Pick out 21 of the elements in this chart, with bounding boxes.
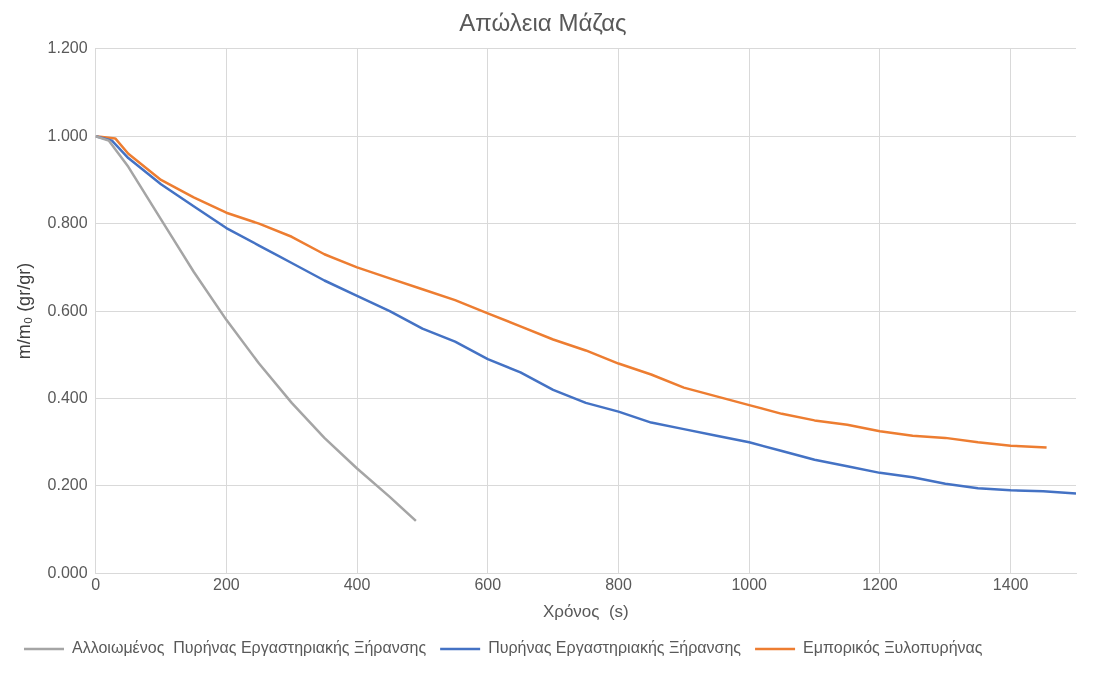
y-tick-label: 1.000: [47, 126, 88, 144]
x-tick-label: 0: [91, 576, 101, 594]
legend-label: Πυρήνας Εργαστηριακής Ξήρανσης: [488, 639, 742, 657]
y-tick-label: 0.600: [47, 301, 88, 319]
chart-title: Απώλεια Μάζας: [459, 9, 627, 37]
y-axis-title: m/m₀ (gr/gr): [13, 262, 34, 360]
y-tick-label: 0.200: [47, 476, 88, 494]
x-axis-title: Χρόνος (s): [542, 602, 629, 622]
y-tick-label: 0.800: [47, 214, 88, 232]
y-tick-label: 0.000: [47, 563, 88, 581]
y-tick-label: 0.400: [47, 388, 88, 406]
x-tick-label: 400: [343, 576, 371, 594]
x-tick-label: 1000: [731, 576, 768, 594]
x-tick-label: 1400: [992, 576, 1029, 594]
x-tick-label: 200: [213, 576, 240, 594]
x-tick-label: 1200: [862, 576, 898, 594]
y-tick-label: 1.200: [47, 39, 88, 57]
legend-label: Αλλοιωμένος Πυρήνας Εργαστηριακής Ξήρανσης: [72, 639, 427, 657]
x-tick-label: 600: [474, 576, 502, 594]
legend-label: Εμπορικός Ξυλοπυρήνας: [803, 639, 983, 657]
x-tick-label: 800: [605, 576, 632, 594]
